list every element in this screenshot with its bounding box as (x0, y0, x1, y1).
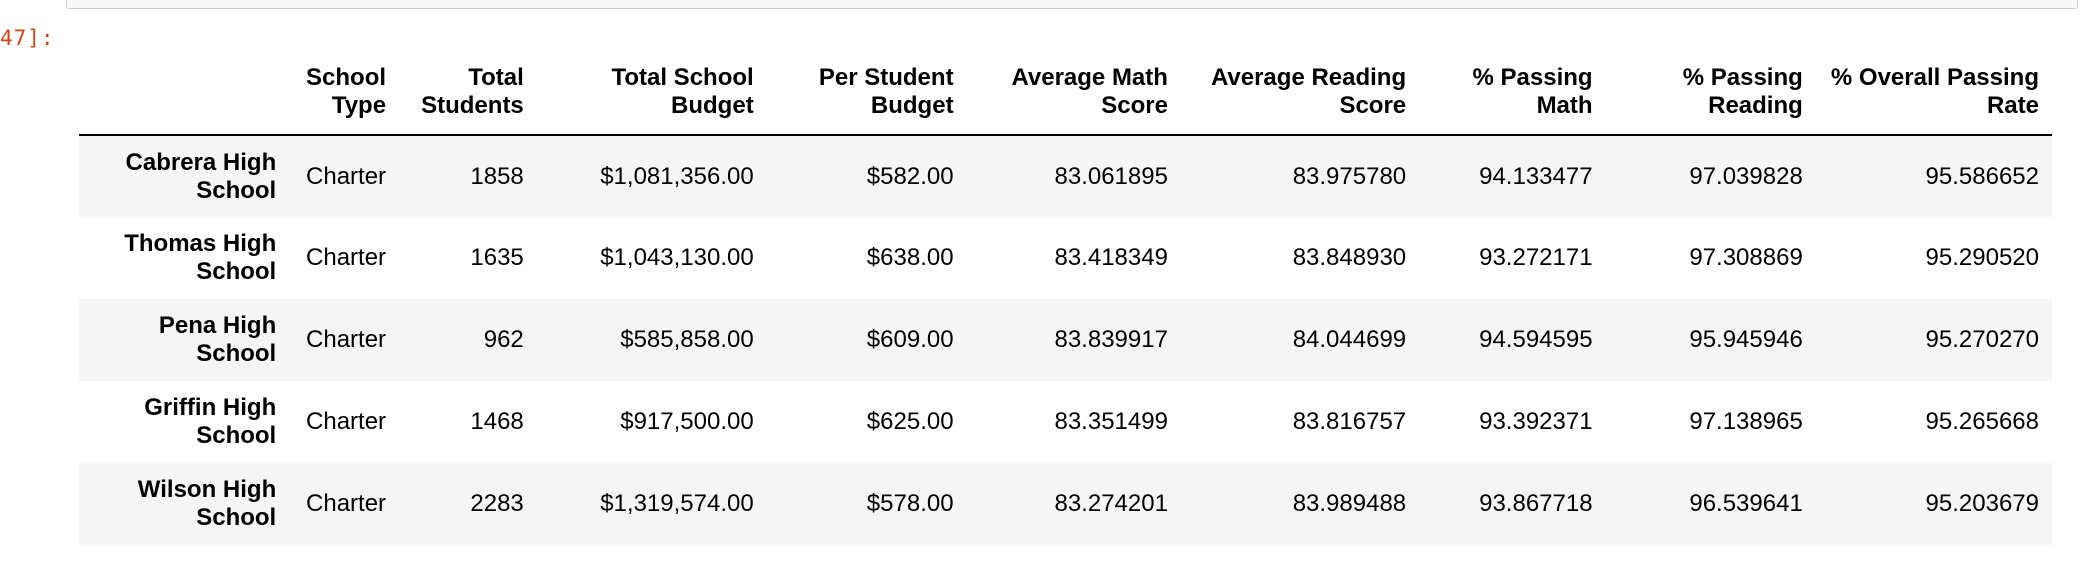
previous-cell-output-box (66, 0, 2078, 9)
cell-average-math-score: 83.061895 (1054, 162, 1168, 190)
cell-per-student-budget: $638.00 (866, 244, 954, 271)
cell-total-school-budget: $1,043,130.00 (600, 244, 754, 271)
cell-average-reading-score: 83.975780 (1292, 162, 1407, 190)
cell-school-type: Charter (306, 244, 387, 271)
cell-overall-passing-rate: 95.586652 (1925, 162, 2039, 190)
cell-total-students: 2283 (470, 490, 524, 517)
cell-average-reading-score: 83.848930 (1292, 244, 1407, 271)
cell-passing-math: 93.392371 (1479, 408, 1593, 435)
table-row: Thomas High School Charter 1635 $1,043,1… (79, 217, 2052, 299)
cell-average-math-score: 83.274201 (1054, 490, 1168, 517)
cell-passing-reading: 95.945946 (1689, 326, 1803, 353)
cell-overall-passing-rate: 95.203679 (1925, 490, 2039, 517)
cell-average-math-score: 83.839917 (1054, 326, 1168, 353)
table-row: Griffin High School Charter 1468 $917,50… (79, 381, 2052, 463)
column-header-average-math-score: Average Math Score (1011, 64, 1168, 119)
column-header-overall-passing-rate: % Overall Passing Rate (1830, 64, 2039, 119)
cell-total-students: 1468 (470, 408, 524, 435)
table-row: Cabrera High School Charter 1858 $1,081,… (79, 135, 2052, 217)
cell-passing-reading: 96.539641 (1689, 490, 1803, 517)
cell-per-student-budget: $578.00 (866, 490, 954, 517)
cell-average-reading-score: 83.816757 (1292, 408, 1407, 435)
cell-passing-reading: 97.138965 (1689, 408, 1803, 435)
cell-total-school-budget: $1,081,356.00 (600, 162, 754, 190)
column-header-average-reading-score: Average Reading Score (1210, 64, 1407, 119)
cell-overall-passing-rate: 95.290520 (1925, 244, 2039, 271)
cell-passing-reading: 97.308869 (1689, 244, 1803, 271)
row-index-school-name: Wilson High School (137, 476, 277, 531)
cell-overall-passing-rate: 95.270270 (1925, 326, 2039, 353)
cell-per-student-budget: $625.00 (866, 408, 954, 435)
table-row: Wilson High School Charter 2283 $1,319,5… (79, 463, 2052, 545)
dataframe-table: School Type Total Students Total School … (79, 56, 2052, 545)
cell-per-student-budget: $609.00 (866, 326, 954, 353)
column-header-total-students: Total Students (421, 64, 524, 119)
row-index-school-name: Pena High School (158, 312, 277, 367)
cell-per-student-budget: $582.00 (866, 162, 954, 190)
cell-average-math-score: 83.351499 (1054, 408, 1168, 435)
cell-total-school-budget: $585,858.00 (620, 326, 754, 353)
cell-total-students: 962 (483, 326, 524, 353)
cell-school-type: Charter (306, 162, 387, 190)
cell-total-school-budget: $1,319,574.00 (600, 490, 754, 517)
cell-prompt-label: 47]: (0, 26, 55, 50)
cell-passing-math: 94.594595 (1479, 326, 1593, 353)
cell-school-type: Charter (306, 326, 387, 353)
cell-total-school-budget: $917,500.00 (620, 408, 754, 435)
column-header-school-type: School Type (306, 64, 387, 119)
cell-total-students: 1858 (470, 162, 524, 190)
column-header-passing-math: % Passing Math (1472, 64, 1593, 119)
cell-passing-math: 93.272171 (1479, 244, 1593, 271)
cell-school-type: Charter (306, 490, 387, 517)
row-index-school-name: Cabrera High School (125, 148, 277, 204)
cell-passing-reading: 97.039828 (1689, 162, 1803, 190)
table-header-row: School Type Total Students Total School … (79, 56, 2052, 135)
row-index-school-name: Griffin High School (144, 394, 277, 449)
column-header-index (79, 56, 289, 135)
cell-average-reading-score: 83.989488 (1292, 490, 1407, 517)
cell-passing-math: 94.133477 (1479, 162, 1593, 190)
row-index-school-name: Thomas High School (124, 230, 277, 285)
cell-overall-passing-rate: 95.265668 (1925, 408, 2039, 435)
cell-average-reading-score: 84.044699 (1292, 326, 1407, 353)
column-header-total-school-budget: Total School Budget (611, 64, 754, 119)
column-header-per-student-budget: Per Student Budget (818, 64, 954, 119)
cell-passing-math: 93.867718 (1479, 490, 1593, 517)
cell-average-math-score: 83.418349 (1054, 244, 1168, 271)
table-row: Pena High School Charter 962 $585,858.00… (79, 299, 2052, 381)
cell-school-type: Charter (306, 408, 387, 435)
dataframe-output: School Type Total Students Total School … (79, 56, 2052, 545)
cell-total-students: 1635 (470, 244, 524, 271)
column-header-passing-reading: % Passing Reading (1682, 64, 1803, 119)
